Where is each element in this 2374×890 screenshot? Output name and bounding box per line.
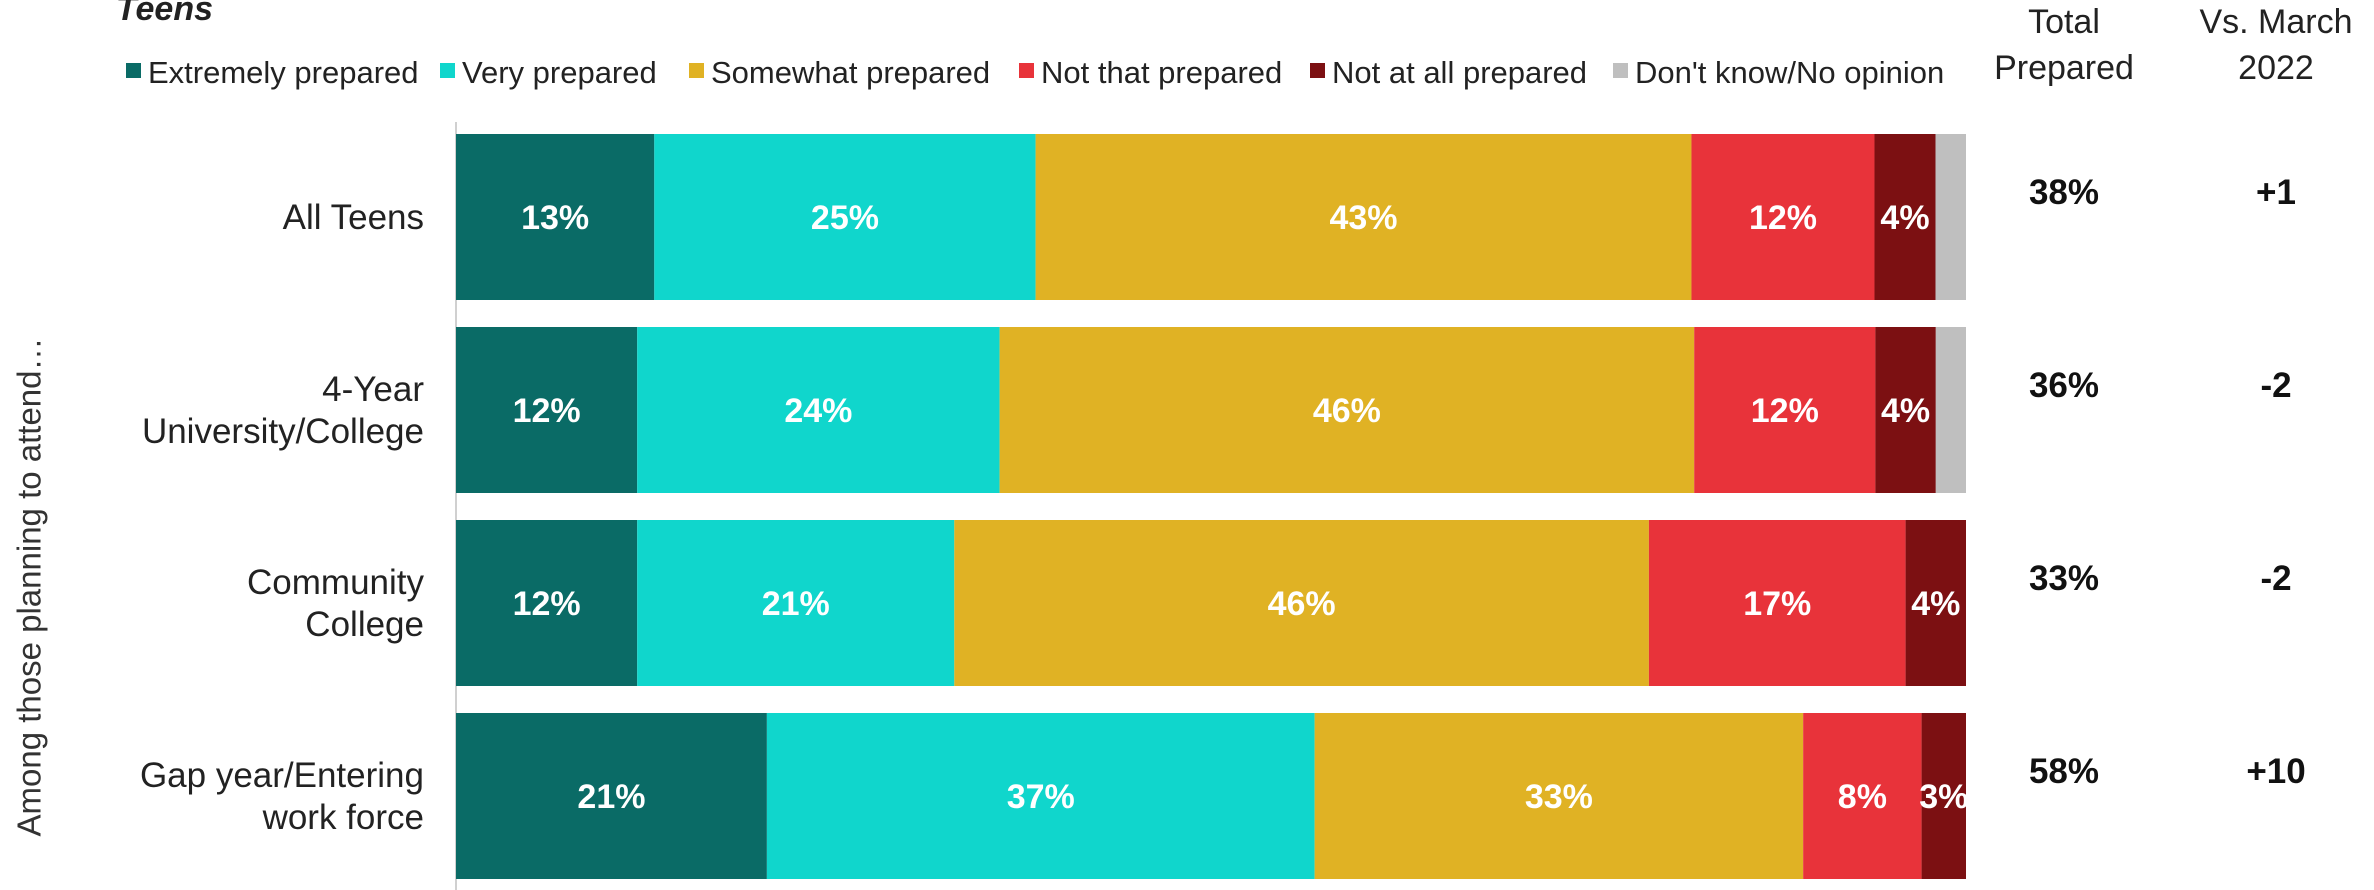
bar-segment [1694,327,1876,493]
change-vs-march-value: +1 [2256,173,2296,212]
bar-segment [1874,134,1936,300]
data-label: 37% [1007,778,1075,816]
data-label: 33% [1525,778,1593,816]
data-label: 4% [1881,392,1930,430]
bar-segment [1314,713,1804,879]
bar-segment [1691,134,1875,300]
data-label: 12% [513,392,581,430]
data-label: 24% [784,392,852,430]
total-prepared-value: 58% [2029,752,2099,791]
data-label: 4% [1911,585,1960,623]
total-prepared-value: 33% [2029,559,2099,598]
total-prepared-value: 36% [2029,366,2099,405]
legend-label: Somewhat prepared [711,55,990,90]
bar-segment [637,520,955,686]
bar-segment [1935,327,1966,493]
legend-swatch [689,63,704,78]
legend-swatch [1613,63,1628,78]
bar-segment [456,520,638,686]
category-label: Community [247,563,424,602]
legend-label: Don't know/No opinion [1635,55,1944,90]
bar-segment [456,327,638,493]
change-vs-march-value: -2 [2260,366,2291,405]
bar-segment [637,327,1000,493]
column-header: 2022 [2238,49,2314,87]
bar-segment [1905,520,1966,686]
data-label: 8% [1838,778,1887,816]
data-label: 3% [1919,778,1968,816]
legend-label: Very prepared [462,55,657,90]
bar-segment [1935,134,1966,300]
data-label: 21% [577,778,645,816]
bar-segment [766,713,1315,879]
bar-segment [456,713,767,879]
bar-segment [999,327,1695,493]
category-label: Gap year/Entering [140,756,424,795]
chart-subtitle: Teens [116,0,214,28]
column-header: Vs. March [2199,3,2352,41]
data-label: 12% [1749,199,1817,237]
legend-label: Extremely prepared [148,55,419,90]
data-label: 43% [1329,199,1397,237]
data-label: 12% [513,585,581,623]
data-label: 21% [762,585,830,623]
column-header: Prepared [1994,49,2134,87]
data-label: 12% [1751,392,1819,430]
category-label: University/College [142,412,424,451]
data-label: 46% [1313,392,1381,430]
change-vs-march-value: +10 [2246,752,2305,791]
data-label: 17% [1743,585,1811,623]
legend-swatch [1019,63,1034,78]
bar-segment [1035,134,1692,300]
data-label: 4% [1880,199,1929,237]
data-label: 25% [811,199,879,237]
category-label: 4-Year [322,370,424,409]
data-label: 46% [1268,585,1336,623]
total-prepared-value: 38% [2029,173,2099,212]
category-label: All Teens [283,198,424,237]
y-axis-title: Among those planning to attend… [11,337,48,836]
bar-segment [1803,713,1922,879]
bar-segment [1921,713,1966,879]
data-label: 13% [521,199,589,237]
legend-swatch [126,63,141,78]
bar-segment [954,520,1649,686]
legend-label: Not at all prepared [1332,55,1587,90]
category-label: work force [262,798,424,837]
bar-segment [456,134,655,300]
change-vs-march-value: -2 [2260,559,2291,598]
column-header: Total [2028,3,2100,41]
legend-swatch [440,63,455,78]
category-label: College [305,605,424,644]
bar-segment [1875,327,1936,493]
legend-label: Not that prepared [1041,55,1282,90]
legend-swatch [1310,63,1325,78]
bar-segment [654,134,1036,300]
bar-segment [1648,520,1906,686]
